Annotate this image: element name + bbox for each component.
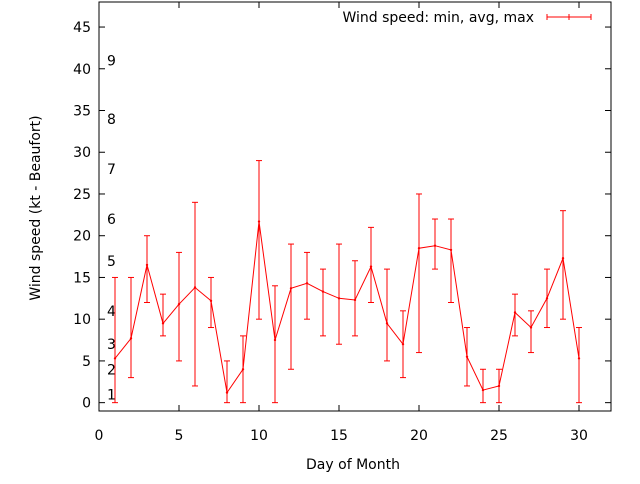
x-tick-label: 10 xyxy=(250,428,268,444)
avg-point xyxy=(257,220,261,223)
avg-point xyxy=(145,263,149,267)
plot-frame xyxy=(98,1,612,412)
legend-sample xyxy=(546,14,592,20)
y-tick-label: 40 xyxy=(73,62,91,78)
y-tick-label: 30 xyxy=(73,145,91,161)
avg-point xyxy=(241,368,245,371)
avg-point xyxy=(449,248,453,252)
avg-point xyxy=(497,384,501,388)
avg-point xyxy=(161,322,165,325)
y-tick-label: 5 xyxy=(82,354,91,370)
x-tick-label: 0 xyxy=(95,428,104,444)
avg-point xyxy=(273,338,277,342)
avg-point xyxy=(305,282,309,285)
y-axis-label: Wind speed (kt - Beaufort) xyxy=(28,115,44,300)
series-layer xyxy=(112,160,582,404)
x-tick-label: 5 xyxy=(175,428,184,444)
beaufort-label: 9 xyxy=(107,53,116,69)
plot-border xyxy=(98,1,612,412)
avg-line xyxy=(114,221,580,394)
avg-point xyxy=(513,311,517,314)
avg-point xyxy=(577,357,581,360)
avg-point xyxy=(545,297,549,300)
avg-point xyxy=(465,355,469,358)
x-tick-label: 30 xyxy=(570,428,588,444)
avg-point xyxy=(353,298,357,302)
avg-point xyxy=(177,302,181,306)
y-tick-label: 25 xyxy=(73,187,91,203)
beaufort-scale-labels: 1 2 3 4 5 6 7 8 9 xyxy=(107,53,116,403)
avg-point xyxy=(481,388,485,392)
x-tick-label: 25 xyxy=(490,428,508,444)
y-tick-label: 10 xyxy=(73,312,91,328)
avg-point xyxy=(401,343,405,346)
y-tick-label: 15 xyxy=(73,270,91,286)
avg-point xyxy=(417,247,421,250)
x-axis: 0 5 10 15 20 25 30 xyxy=(95,2,588,444)
legend: Wind speed: min, avg, max xyxy=(342,10,592,26)
avg-point xyxy=(561,257,565,260)
y-tick-label: 45 xyxy=(73,20,91,36)
avg-point xyxy=(321,290,325,293)
avg-point xyxy=(113,357,117,360)
avg-point xyxy=(193,286,197,289)
avg-point xyxy=(225,391,229,394)
x-tick-label: 20 xyxy=(410,428,428,444)
avg-point xyxy=(369,265,373,268)
avg-point xyxy=(209,299,213,303)
beaufort-label: 2 xyxy=(107,362,116,378)
avg-point xyxy=(129,337,133,340)
beaufort-label: 8 xyxy=(107,112,116,128)
avg-point xyxy=(529,326,533,329)
beaufort-label: 3 xyxy=(107,337,116,353)
beaufort-label: 6 xyxy=(107,212,116,228)
beaufort-label: 5 xyxy=(107,254,116,270)
x-tick-label: 15 xyxy=(330,428,348,444)
x-axis-label: Day of Month xyxy=(306,457,400,473)
y-tick-label: 20 xyxy=(73,229,91,245)
avg-point xyxy=(433,244,437,247)
beaufort-label: 4 xyxy=(107,304,116,320)
avg-point xyxy=(385,322,389,325)
y-tick-label: 0 xyxy=(82,396,91,412)
avg-point xyxy=(289,287,293,290)
y-tick-label: 35 xyxy=(73,104,91,120)
legend-label: Wind speed: min, avg, max xyxy=(342,10,534,26)
beaufort-label: 7 xyxy=(107,162,116,178)
beaufort-label: 1 xyxy=(107,387,116,403)
avg-point xyxy=(337,297,341,300)
